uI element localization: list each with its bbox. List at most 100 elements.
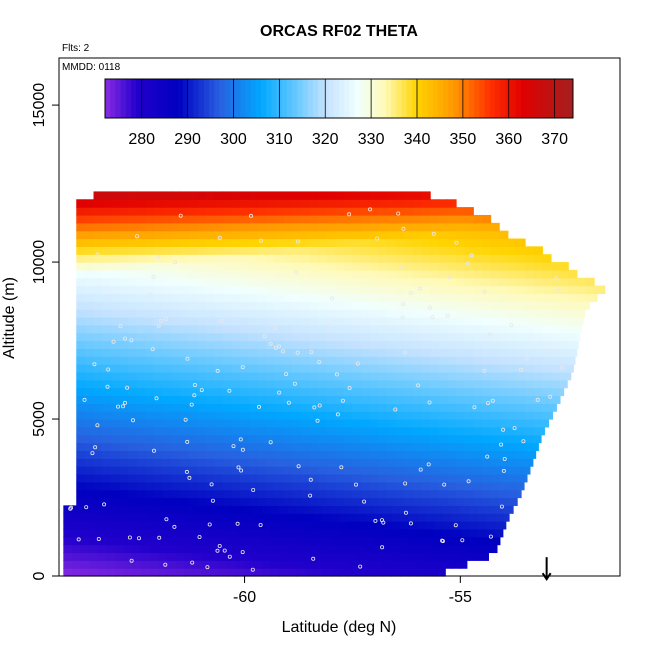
theta-cell [123, 568, 133, 577]
theta-cell [473, 309, 483, 318]
theta-cell [568, 324, 578, 334]
theta-cell [417, 544, 427, 554]
theta-cell [93, 269, 103, 279]
theta-cell [404, 434, 414, 444]
theta-cell [525, 387, 535, 397]
theta-cell [361, 269, 371, 279]
theta-cell [533, 269, 543, 279]
theta-cell [257, 348, 267, 357]
theta-cell [119, 450, 129, 459]
theta-cell [417, 536, 427, 546]
theta-cell [93, 293, 103, 302]
theta-cell [412, 364, 423, 373]
theta-cell [179, 277, 190, 287]
theta-cell [175, 505, 185, 514]
theta-cell [257, 301, 267, 310]
theta-cell [464, 434, 474, 444]
colorbar-segment [110, 79, 116, 118]
theta-cell [253, 560, 263, 569]
theta-cell [412, 340, 423, 349]
theta-cell [240, 285, 250, 295]
theta-cell [473, 473, 483, 483]
theta-cell [481, 230, 492, 240]
theta-cell [115, 521, 125, 530]
theta-cell [300, 301, 310, 310]
sample-point [251, 487, 256, 492]
colorbar-segment [448, 79, 454, 118]
theta-cell [542, 395, 552, 404]
theta-cell [322, 544, 332, 554]
theta-cell [128, 309, 138, 318]
theta-cell [451, 544, 461, 554]
theta-cell [481, 356, 492, 365]
sample-point [373, 518, 378, 523]
theta-cell [218, 513, 228, 522]
theta-cell [335, 293, 345, 302]
theta-cell [386, 364, 397, 373]
theta-cell [283, 403, 293, 412]
theta-cell [395, 356, 405, 365]
theta-cell [602, 285, 606, 295]
theta-cell [412, 497, 423, 506]
theta-cell [192, 528, 203, 538]
theta-cell [490, 364, 500, 373]
theta-cell [468, 536, 479, 546]
theta-cell [421, 199, 431, 208]
theta-cell [499, 246, 509, 255]
theta-cell [456, 426, 466, 436]
theta-cell [136, 301, 146, 310]
theta-cell [283, 450, 293, 459]
sample-point [95, 423, 100, 428]
theta-cell [322, 521, 332, 530]
theta-cell [339, 536, 349, 546]
theta-cell [361, 419, 371, 428]
theta-cell [361, 254, 371, 263]
theta-cell [516, 403, 526, 412]
theta-cell [378, 309, 388, 318]
theta-cell [166, 521, 177, 530]
theta-cell [119, 466, 129, 475]
theta-cell [93, 214, 103, 224]
theta-cell [326, 489, 336, 499]
sample-point [205, 565, 210, 570]
theta-cell [80, 505, 90, 514]
theta-cell [102, 277, 112, 287]
sample-point [199, 388, 204, 393]
theta-cell [352, 309, 362, 318]
colorbar-tick-label: 370 [541, 131, 568, 148]
theta-cell [205, 489, 215, 499]
theta-cell [378, 269, 388, 279]
theta-cell [257, 371, 267, 381]
theta-cell [533, 426, 543, 436]
theta-cell [153, 473, 164, 483]
theta-cell [205, 254, 215, 263]
theta-cell [464, 442, 474, 452]
theta-cell [550, 364, 561, 373]
theta-cell [145, 364, 155, 373]
theta-cell [361, 222, 371, 232]
theta-cell [153, 403, 164, 412]
theta-cell [443, 568, 446, 577]
theta-cell [287, 505, 297, 514]
theta-cell [365, 552, 375, 561]
theta-cell [76, 481, 86, 491]
theta-cell [481, 348, 492, 357]
theta-cell [473, 497, 483, 506]
theta-cell [119, 371, 129, 381]
theta-cell [447, 489, 457, 499]
theta-cell [248, 262, 259, 271]
sample-point [460, 538, 465, 543]
theta-cell [257, 419, 267, 428]
theta-cell [231, 426, 241, 436]
theta-cell [456, 340, 466, 349]
theta-cell [153, 340, 164, 349]
theta-cell [326, 442, 336, 452]
colorbar-segment [235, 79, 241, 118]
theta-cell [274, 191, 284, 200]
theta-cell [348, 505, 358, 514]
theta-cell [421, 450, 431, 459]
theta-cell [550, 324, 561, 334]
theta-cell [158, 505, 168, 514]
theta-cell [460, 536, 470, 546]
colorbar-segment [318, 79, 324, 118]
